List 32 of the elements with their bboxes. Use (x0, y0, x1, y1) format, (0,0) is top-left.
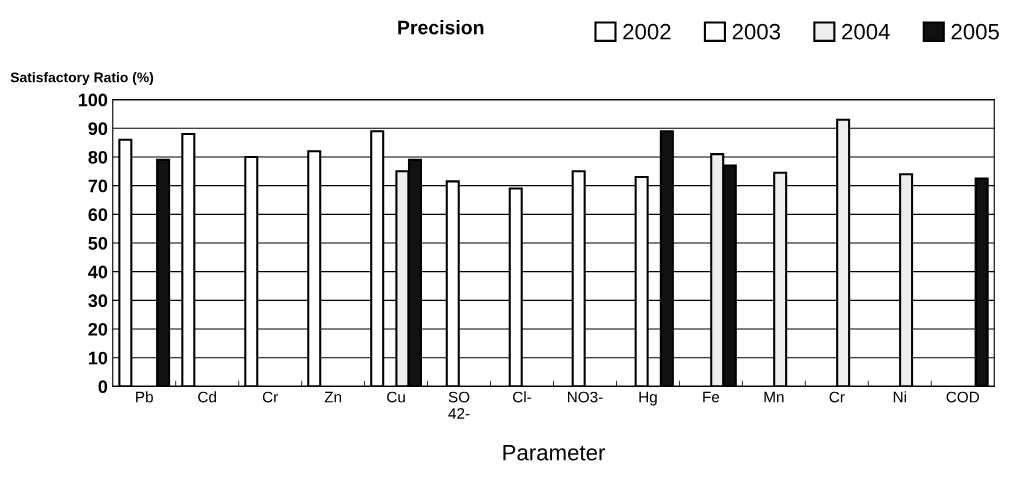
y-tick-label: 30 (88, 294, 108, 308)
legend-label: 2002 (623, 23, 671, 40)
x-tick-label: Ni (893, 391, 906, 403)
y-axis-title: Satisfactory Ratio (%) (10, 72, 154, 86)
y-tick-label: 60 (88, 208, 108, 222)
x-axis-title: Parameter (503, 444, 606, 461)
x-tick-label: Zn (324, 391, 342, 403)
legend-label: 2005 (951, 23, 999, 40)
y-tick-label: 90 (88, 122, 108, 136)
x-tick-label: COD (946, 391, 980, 403)
x-tick-label: Mn (764, 391, 784, 403)
legend-label: 2003 (732, 23, 781, 40)
x-tick-label: NO3- (567, 391, 603, 403)
y-tick-label: 80 (88, 150, 108, 164)
x-tick-label: Cu (387, 391, 405, 403)
y-tick-label: 70 (88, 179, 108, 193)
x-tick-label: Cr (262, 391, 278, 403)
x-tick-label: Cd (198, 391, 216, 403)
y-tick-label: 10 (88, 351, 108, 365)
x-tick-label: Cl- (513, 391, 532, 403)
y-tick-label: 50 (88, 236, 108, 250)
y-tick-label: 0 (98, 380, 108, 394)
x-tick-label: Cr (829, 391, 845, 403)
legend-label: 2004 (842, 23, 890, 40)
y-tick-label: 20 (88, 322, 108, 336)
x-tick-label: Hg (639, 391, 657, 406)
y-tick-label: 40 (88, 265, 108, 279)
y-tick-label: 100 (78, 93, 108, 107)
x-tick-label: Fe (703, 391, 720, 403)
x-tick-label: Pb (136, 391, 153, 403)
x-tick-label: SO 42- (448, 391, 470, 419)
chart-title: Precision (398, 20, 484, 35)
